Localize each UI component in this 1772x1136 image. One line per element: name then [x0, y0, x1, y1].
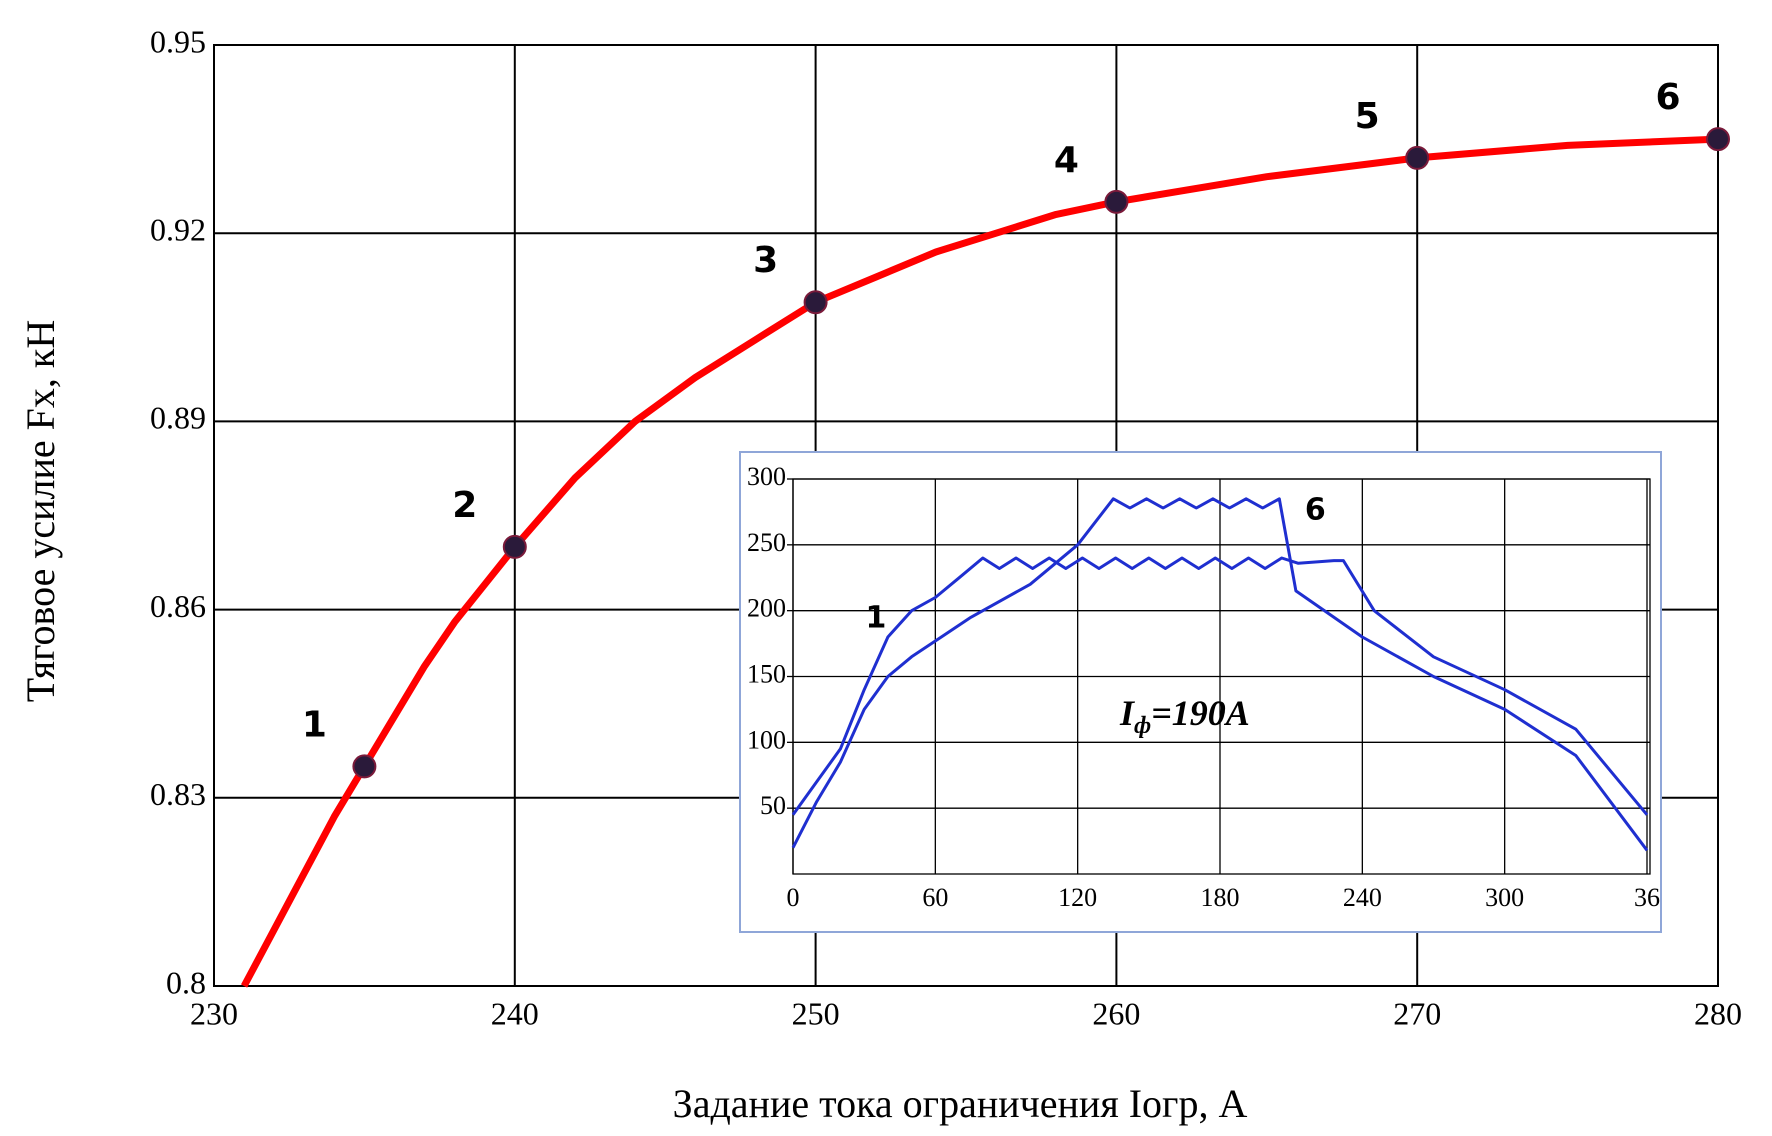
data-point — [1405, 145, 1430, 170]
y-tick-label: 250 — [747, 528, 786, 557]
y-axis-title: Тяговое усилие Fx, кН — [18, 320, 63, 702]
point-label: 1 — [302, 704, 327, 745]
y-tick-label: 0.89 — [150, 400, 206, 436]
y-tick-label: 50 — [760, 791, 786, 820]
annotation-subscript: ф — [1134, 713, 1151, 739]
y-tick-label: 150 — [747, 659, 786, 688]
data-point — [803, 290, 828, 315]
curve-label: 6 — [1305, 492, 1326, 527]
x-tick-label: 250 — [792, 995, 840, 1031]
annotation-part: I — [1119, 693, 1136, 733]
annotation-part: =190A — [1151, 693, 1250, 733]
x-tick-label: 300 — [1485, 883, 1524, 912]
data-point — [502, 534, 527, 559]
x-tick-label: 240 — [1343, 883, 1382, 912]
x-axis-title: Задание тока ограничения Iогр, А — [673, 1081, 1248, 1126]
x-tick-label: 230 — [190, 995, 238, 1031]
data-point — [1706, 127, 1730, 152]
data-line — [791, 556, 1649, 816]
curve-label: 1 — [865, 601, 886, 636]
y-tick-label: 0.95 — [150, 23, 206, 59]
plot-border — [792, 478, 1651, 875]
annotation: Iф=190A — [1119, 693, 1250, 738]
x-tick-label: 120 — [1058, 883, 1097, 912]
x-tick-label: 180 — [1201, 883, 1240, 912]
data-point — [1104, 189, 1129, 214]
y-tick-label: 0.8 — [166, 964, 206, 1000]
x-tick-label: 260 — [1092, 995, 1140, 1031]
y-tick-label: 0.83 — [150, 776, 206, 812]
x-tick-label: 0 — [787, 883, 800, 912]
y-tick-label: 0.86 — [150, 588, 206, 624]
y-tick-label: 0.92 — [150, 212, 206, 248]
x-tick-label: 270 — [1393, 995, 1441, 1031]
y-tick-label: 100 — [747, 725, 786, 754]
y-tick-label: 300 — [747, 462, 786, 491]
y-tick-label: 200 — [747, 594, 786, 623]
data-point — [352, 754, 377, 779]
point-label: 5 — [1355, 96, 1380, 137]
point-label: 6 — [1655, 77, 1680, 118]
x-tick-label: 36 — [1634, 883, 1660, 912]
point-label: 4 — [1054, 140, 1079, 181]
point-label: 2 — [452, 485, 477, 526]
x-tick-label: 240 — [491, 995, 539, 1031]
plot-border — [213, 44, 1719, 987]
x-tick-label: 280 — [1694, 995, 1742, 1031]
data-line — [791, 497, 1649, 852]
x-tick-label: 60 — [922, 883, 948, 912]
point-label: 3 — [753, 240, 778, 281]
